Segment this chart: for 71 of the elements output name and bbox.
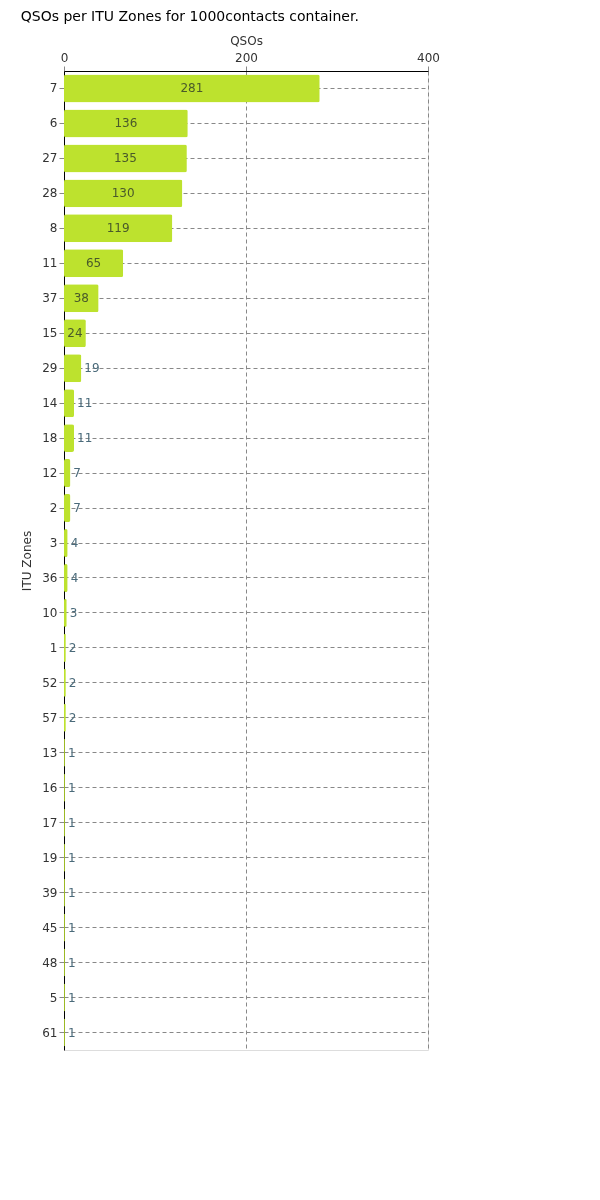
- bar: [64, 354, 82, 383]
- data-label: 130: [111, 186, 135, 201]
- bar: [64, 249, 124, 278]
- data-label: 1: [67, 920, 76, 935]
- data-label: 136: [114, 116, 138, 131]
- data-label: 3: [69, 605, 78, 620]
- y-tick-label: 48: [42, 955, 58, 970]
- y-tick-label: 28: [42, 186, 58, 201]
- bar: [64, 214, 173, 243]
- y-tick-label: 61: [42, 1025, 58, 1040]
- data-label: 65: [85, 256, 102, 271]
- data-label: 7: [73, 466, 82, 481]
- data-label: 2: [68, 640, 77, 655]
- data-label: 281: [180, 81, 204, 96]
- y-tick-label: 13: [42, 745, 58, 760]
- data-label: 1: [67, 780, 76, 795]
- x-tick-label: 200: [235, 50, 258, 65]
- bar: [64, 179, 183, 208]
- bar: [64, 389, 75, 418]
- x-tick-label: 400: [417, 50, 440, 65]
- y-tick-label: 39: [42, 885, 58, 900]
- y-tick-label: 14: [42, 396, 58, 411]
- data-label: 4: [70, 536, 79, 551]
- y-tick-label: 36: [42, 570, 58, 585]
- data-label: 24: [67, 326, 83, 341]
- y-tick-label: 57: [42, 710, 58, 725]
- y-tick-label: 2: [49, 501, 58, 516]
- data-label: 135: [113, 151, 137, 166]
- data-label: 11: [77, 431, 93, 446]
- y-tick-label: 6: [49, 116, 58, 131]
- y-tick-label: 7: [49, 81, 58, 96]
- data-label: 38: [73, 291, 89, 306]
- y-tick-label: 8: [49, 221, 58, 236]
- chart-title: QSOs per ITU Zones for 1000contacts container.: [20, 8, 359, 24]
- data-label: 119: [106, 221, 130, 236]
- y-tick-label: 19: [42, 850, 58, 865]
- x-axis-title: QSOs: [230, 33, 263, 48]
- y-tick-label: 12: [42, 466, 58, 481]
- bar: [64, 109, 188, 138]
- y-tick-label: 1: [49, 640, 58, 655]
- y-tick-label: 3: [49, 536, 58, 551]
- y-tick-label: 52: [42, 675, 58, 690]
- y-tick-label: 37: [42, 291, 58, 306]
- data-label: 1: [67, 815, 76, 830]
- y-tick-label: 29: [42, 361, 58, 376]
- bar: [64, 144, 187, 173]
- data-label: 1: [67, 850, 76, 865]
- y-tick-label: 27: [42, 151, 58, 166]
- x-tick-label: 0: [60, 50, 69, 65]
- y-tick-label: 16: [42, 780, 58, 795]
- data-label: 1: [67, 745, 76, 760]
- data-label: 2: [68, 710, 77, 725]
- data-label: 1: [67, 990, 76, 1005]
- y-tick-label: 11: [42, 256, 58, 271]
- data-label: 1: [67, 1025, 76, 1040]
- bar: [64, 74, 320, 103]
- y-tick-label: 17: [42, 815, 58, 830]
- data-label: 19: [84, 361, 100, 376]
- data-label: 7: [73, 501, 82, 516]
- data-label: 1: [67, 885, 76, 900]
- y-tick-label: 45: [42, 920, 58, 935]
- data-label: 11: [77, 396, 93, 411]
- y-tick-label: 15: [42, 326, 58, 341]
- data-label: 2: [68, 675, 77, 690]
- y-axis-title: ITU Zones: [20, 530, 35, 592]
- data-label: 1: [67, 955, 76, 970]
- y-tick-label: 10: [42, 605, 58, 620]
- y-tick-label: 5: [49, 990, 58, 1005]
- data-label: 4: [70, 570, 79, 585]
- y-tick-label: 18: [42, 431, 58, 446]
- bar: [64, 424, 75, 453]
